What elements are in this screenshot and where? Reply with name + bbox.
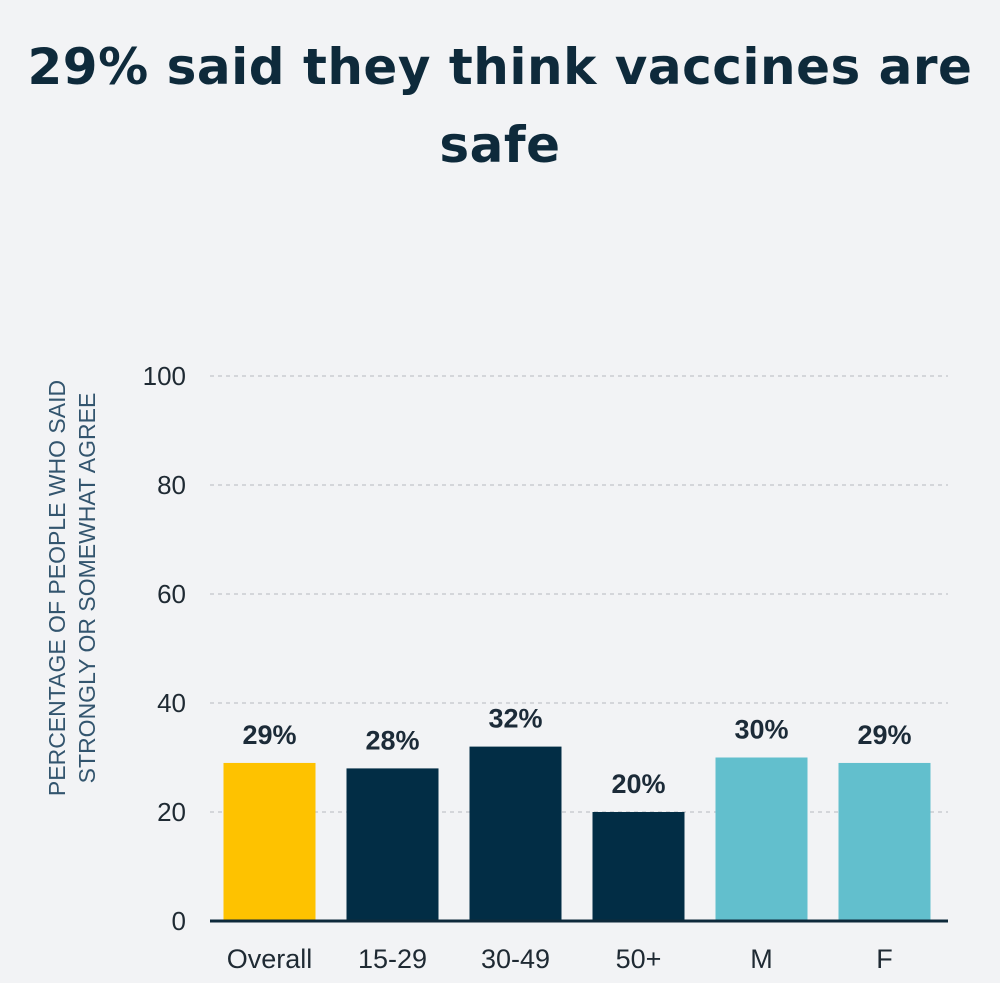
- x-tick-label: M: [750, 944, 773, 974]
- data-label: 30%: [734, 715, 788, 745]
- y-tick-label: 0: [172, 906, 186, 936]
- data-label: 29%: [242, 720, 296, 750]
- bar-15-29: [346, 768, 439, 921]
- bar-overall: [223, 762, 316, 921]
- bars: [223, 746, 931, 921]
- data-label: 32%: [488, 704, 542, 734]
- y-tick-label: 40: [157, 688, 186, 718]
- x-tick-label: 50+: [616, 944, 662, 974]
- chart-title: 29% said they think vaccines are safe: [27, 38, 973, 174]
- y-tick-label: 80: [157, 470, 186, 500]
- data-label: 28%: [365, 725, 419, 755]
- x-tick-label: Overall: [227, 944, 313, 974]
- gridlines: [210, 375, 948, 813]
- y-axis-label-line-2: STRONGLY OR SOMEWHAT AGREE: [74, 393, 100, 784]
- y-axis-label-line-1: PERCENTAGE OF PEOPLE WHO SAID: [44, 380, 70, 796]
- x-tick-label: 15-29: [358, 944, 427, 974]
- bar-50-: [592, 812, 685, 921]
- bar-m: [715, 757, 808, 921]
- data-label: 20%: [611, 769, 665, 799]
- bar-f: [838, 762, 931, 921]
- y-tick-label: 60: [157, 579, 186, 609]
- x-tick-label: 30-49: [481, 944, 550, 974]
- y-tick-label: 100: [143, 361, 186, 391]
- y-axis-label: PERCENTAGE OF PEOPLE WHO SAID STRONGLY O…: [44, 380, 100, 796]
- data-label: 29%: [857, 720, 911, 750]
- bar-30-49: [469, 746, 562, 921]
- labels: 0 20 40 60 80 100 29% Overall 28% 15-29 32% 30-49 20…: [143, 361, 912, 974]
- y-tick-label: 20: [157, 797, 186, 827]
- x-tick-label: F: [876, 944, 893, 974]
